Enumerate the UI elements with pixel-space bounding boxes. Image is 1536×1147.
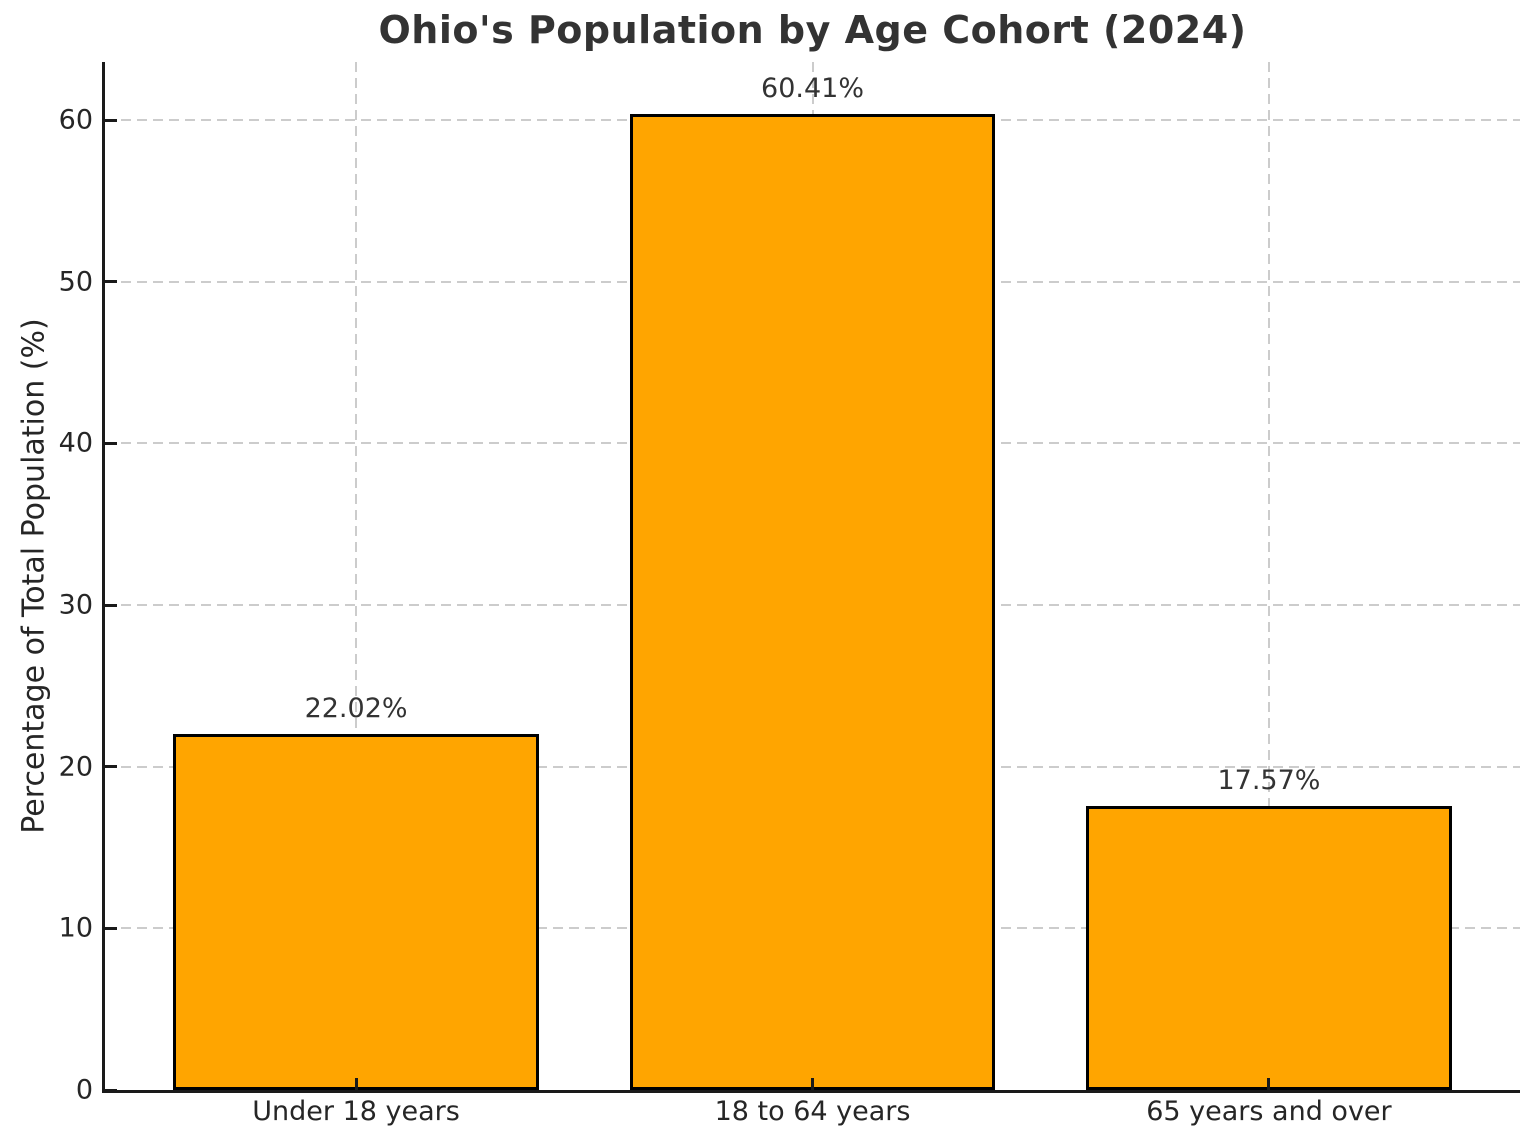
x-tick-mark <box>354 1078 358 1090</box>
x-tick-mark <box>1267 1078 1271 1090</box>
y-tick-label: 30 <box>58 589 93 621</box>
bar-value-label: 22.02% <box>304 693 408 725</box>
bar-under-18-years <box>173 734 539 1090</box>
y-tick-mark <box>105 765 117 769</box>
bar-18-to-64-years <box>629 113 996 1090</box>
y-tick-mark <box>105 926 117 930</box>
y-tick-label: 40 <box>58 427 93 459</box>
y-tick-mark <box>105 280 117 284</box>
bar-value-label: 17.57% <box>1217 765 1321 796</box>
y-tick-label: 20 <box>58 751 93 783</box>
x-gridline <box>355 62 358 1090</box>
x-tick-label: 18 to 64 years <box>714 1096 911 1127</box>
y-axis-spine <box>102 62 105 1090</box>
x-tick-label: 65 years and over <box>1146 1096 1392 1127</box>
x-tick-label: Under 18 years <box>252 1096 460 1127</box>
y-tick-label: 10 <box>58 912 93 944</box>
y-tick-mark <box>105 1088 117 1092</box>
x-axis-spine <box>102 1090 1520 1093</box>
plot-area <box>102 62 1520 1093</box>
y-tick-label: 50 <box>58 266 93 298</box>
bar-65-years-and-over <box>1086 806 1452 1090</box>
x-tick-mark <box>811 1078 814 1090</box>
bar-value-label: 60.41% <box>761 72 864 104</box>
x-gridline <box>1267 62 1270 1090</box>
y-tick-label: 0 <box>75 1074 93 1106</box>
y-tick-mark <box>105 441 117 445</box>
y-tick-mark <box>105 603 117 607</box>
chart-title: Ohio's Population by Age Cohort (2024) <box>378 8 1247 52</box>
y-tick-label: 60 <box>58 104 93 136</box>
y-tick-mark <box>105 118 117 122</box>
